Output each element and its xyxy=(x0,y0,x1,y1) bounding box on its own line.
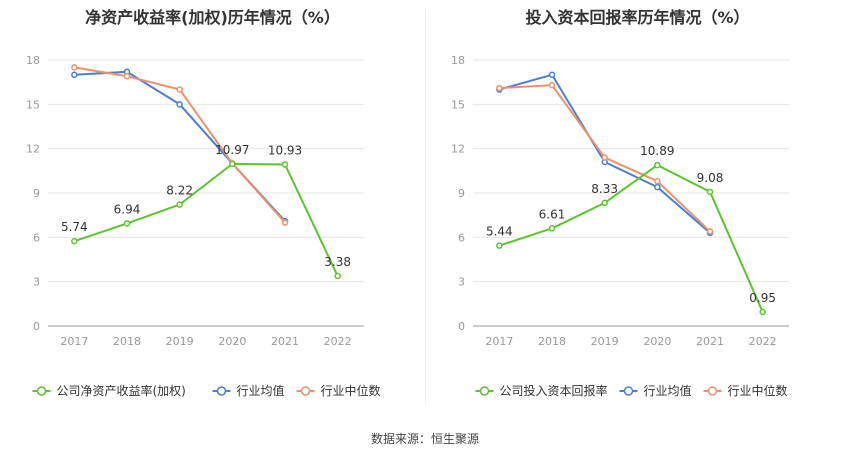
legend-item[interactable]: 公司投入资本回报率 xyxy=(475,383,608,398)
data-point xyxy=(71,64,78,71)
x-tick-label: 2019 xyxy=(166,335,194,348)
y-tick-label: 18 xyxy=(26,54,40,67)
legend-label: 行业中位数 xyxy=(728,383,788,398)
y-tick-label: 15 xyxy=(451,98,465,111)
data-point xyxy=(601,154,608,161)
roic-line-chart: 0 3 6 9 12 15 18 2017 2018 2019 2020 2021 2022 5.44 6.… xyxy=(451,54,789,398)
y-tick-label: 12 xyxy=(26,143,40,156)
x-tick-label: 2022 xyxy=(749,335,777,348)
legend-marker-icon xyxy=(36,386,47,396)
data-label: 10.89 xyxy=(640,144,674,158)
legend-label: 行业中位数 xyxy=(321,383,381,398)
y-tick-label: 3 xyxy=(33,276,40,289)
data-point xyxy=(176,201,183,208)
roic-chart-title: 投入资本回报率历年情况（%） xyxy=(525,8,750,27)
series-line xyxy=(499,163,764,313)
data-label: 6.61 xyxy=(539,207,566,221)
data-point xyxy=(654,183,661,191)
roe-chart-title: 净资产收益率(加权)历年情况（%） xyxy=(85,8,340,27)
data-label: 5.44 xyxy=(486,225,513,239)
legend-item[interactable]: 公司净资产收益率(加权) xyxy=(32,383,186,398)
data-point xyxy=(123,73,131,80)
data-label: 9.08 xyxy=(697,171,724,185)
legend-item[interactable]: 行业中位数 xyxy=(703,383,788,398)
data-label: 8.22 xyxy=(166,184,193,198)
data-point xyxy=(281,161,289,168)
y-tick-label: 9 xyxy=(33,187,40,200)
data-point xyxy=(123,220,131,227)
data-point xyxy=(706,188,714,196)
x-tick-label: 2017 xyxy=(60,335,88,348)
legend-item[interactable]: 行业中位数 xyxy=(296,383,381,398)
data-point xyxy=(706,228,714,235)
data-point xyxy=(229,160,236,168)
roe-line-chart: 0 3 6 9 12 15 18 2017 2018 2019 2020 2021 2022 5.74 6.… xyxy=(26,54,381,398)
data-point xyxy=(71,71,78,79)
data-label: 10.97 xyxy=(215,143,249,157)
data-label: 0.95 xyxy=(749,291,776,305)
legend-marker-icon xyxy=(623,386,634,396)
legend-item[interactable]: 行业均值 xyxy=(619,383,692,398)
roe-chart-panel: 净资产收益率(加权)历年情况（%） 0 3 6 9 12 15 18 2017 2018 2019… xyxy=(0,0,425,420)
y-tick-label: 12 xyxy=(451,143,465,156)
x-tick-label: 2018 xyxy=(538,335,566,348)
panel-divider xyxy=(425,10,426,405)
x-tick-label: 2019 xyxy=(591,335,619,348)
legend-marker-icon xyxy=(479,386,490,396)
y-tick-label: 3 xyxy=(458,276,465,289)
series-line xyxy=(499,73,711,234)
y-tick-label: 9 xyxy=(458,187,465,200)
roic-chart-panel: 投入资本回报率历年情况（%） 0 3 6 9 12 15 18 2017 2018 2019 202… xyxy=(425,0,850,420)
data-point xyxy=(281,219,289,226)
data-point xyxy=(654,161,661,169)
data-point xyxy=(71,237,78,245)
y-tick-label: 6 xyxy=(33,231,40,244)
x-tick-label: 2020 xyxy=(218,335,246,348)
data-point xyxy=(654,177,661,185)
y-tick-label: 18 xyxy=(451,54,465,67)
data-point xyxy=(759,308,766,316)
data-point xyxy=(496,242,503,249)
data-label: 10.93 xyxy=(268,143,302,157)
data-point xyxy=(176,101,183,108)
y-tick-label: 0 xyxy=(458,320,465,333)
legend-marker-icon xyxy=(216,386,227,396)
data-point xyxy=(496,84,503,92)
data-point xyxy=(548,71,556,79)
legend-label: 公司净资产收益率(加权) xyxy=(57,383,186,398)
legend-marker-icon xyxy=(300,386,311,396)
data-point xyxy=(548,81,556,89)
y-tick-label: 6 xyxy=(458,231,465,244)
legend-label: 行业均值 xyxy=(237,383,285,398)
data-point xyxy=(334,272,341,280)
series-line xyxy=(74,70,286,222)
data-point xyxy=(176,86,183,93)
x-tick-label: 2021 xyxy=(271,335,299,348)
x-tick-label: 2022 xyxy=(324,335,352,348)
x-tick-label: 2017 xyxy=(485,335,513,348)
legend-label: 行业均值 xyxy=(644,383,692,398)
legend-label: 公司投入资本回报率 xyxy=(500,383,608,398)
x-tick-label: 2018 xyxy=(113,335,141,348)
data-source-note: 数据来源：恒生聚源 xyxy=(370,432,479,446)
y-tick-label: 15 xyxy=(26,98,40,111)
legend-marker-icon xyxy=(707,386,718,396)
x-tick-label: 2021 xyxy=(696,335,724,348)
data-point xyxy=(548,225,556,232)
data-label: 5.74 xyxy=(61,220,88,234)
data-label: 8.33 xyxy=(591,182,618,196)
legend-item[interactable]: 行业均值 xyxy=(212,383,285,398)
y-tick-label: 0 xyxy=(33,320,40,333)
x-tick-label: 2020 xyxy=(643,335,671,348)
data-label: 6.94 xyxy=(114,202,141,216)
data-label: 3.38 xyxy=(324,255,351,269)
data-point xyxy=(601,199,608,207)
series-line xyxy=(74,162,339,277)
